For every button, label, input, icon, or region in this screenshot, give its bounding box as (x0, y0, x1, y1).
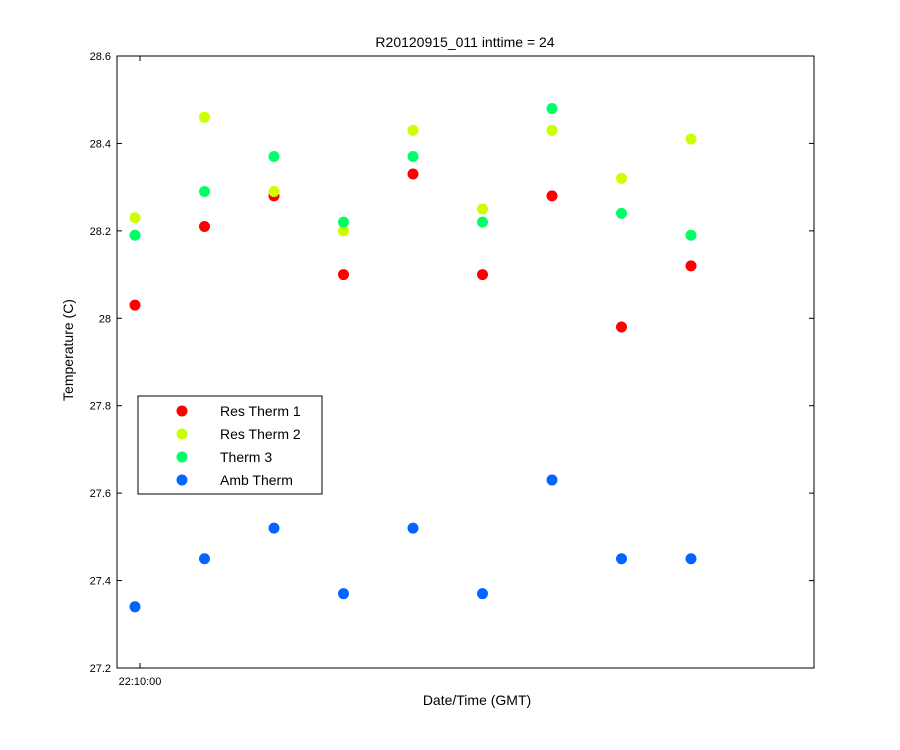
y-axis-label: Temperature (C) (60, 299, 76, 401)
x-axis-ticks: 22:10:00 (119, 56, 162, 688)
data-point-3-0 (129, 601, 141, 613)
data-point-2-4 (407, 151, 419, 163)
data-points (129, 102, 697, 613)
data-point-3-7 (616, 553, 627, 565)
x-tick-label: 22:10:00 (119, 676, 162, 688)
data-point-2-8 (685, 229, 697, 241)
data-point-1-5 (477, 203, 488, 215)
y-tick-label: 27.8 (90, 401, 111, 413)
x-axis-label: Date/Time (GMT) (423, 692, 531, 708)
data-point-1-6 (546, 124, 558, 136)
data-point-0-3 (338, 269, 349, 281)
data-point-3-5 (477, 588, 488, 600)
data-point-1-1 (199, 111, 210, 123)
legend-box (137, 395, 323, 495)
data-point-1-2 (268, 186, 280, 198)
data-point-3-4 (407, 522, 419, 534)
legend-marker-3 (176, 474, 188, 486)
data-point-0-4 (407, 168, 419, 180)
data-point-1-4 (407, 124, 419, 136)
data-point-2-5 (477, 216, 488, 228)
data-point-3-2 (268, 522, 280, 534)
legend-label-3: Amb Therm (220, 472, 293, 488)
data-point-0-8 (685, 260, 697, 272)
data-point-1-7 (616, 172, 627, 184)
legend-marker-1 (176, 428, 188, 440)
data-point-0-5 (477, 269, 488, 281)
data-point-3-1 (199, 553, 210, 565)
data-point-2-3 (338, 216, 349, 228)
data-point-0-6 (546, 190, 558, 202)
data-point-2-0 (129, 229, 141, 241)
plot-area (116, 55, 815, 669)
data-point-0-7 (616, 321, 627, 333)
y-tick-label: 28.6 (90, 51, 111, 63)
legend: Res Therm 1 Res Therm 2 Therm 3 Amb Therm (137, 395, 323, 495)
y-tick-label: 27.4 (90, 576, 111, 588)
legend-marker-0 (176, 405, 188, 417)
data-point-2-6 (546, 102, 558, 114)
legend-marker-2 (176, 451, 188, 463)
data-point-2-7 (616, 207, 627, 219)
legend-label-0: Res Therm 1 (220, 403, 301, 419)
data-point-3-6 (546, 474, 558, 486)
y-axis-ticks: 27.2 27.4 27.6 27.8 28 28.2 28.4 28.6 (90, 51, 814, 675)
y-tick-label: 28.2 (90, 226, 111, 238)
data-point-3-3 (338, 588, 349, 600)
chart-title: R20120915_011 inttime = 24 (375, 34, 554, 50)
data-point-1-0 (129, 212, 141, 224)
data-point-1-8 (685, 133, 697, 145)
y-tick-label: 28.4 (90, 138, 111, 150)
data-point-3-8 (685, 553, 697, 565)
legend-label-1: Res Therm 2 (220, 426, 301, 442)
data-point-0-0 (129, 299, 141, 311)
y-tick-label: 27.6 (90, 488, 111, 500)
data-point-1-3 (338, 225, 349, 237)
y-tick-label: 28 (99, 313, 111, 325)
data-point-0-1 (199, 220, 210, 232)
data-point-2-2 (268, 151, 280, 163)
y-tick-label: 27.2 (90, 663, 111, 675)
legend-label-2: Therm 3 (220, 449, 272, 465)
data-point-2-1 (199, 186, 210, 198)
